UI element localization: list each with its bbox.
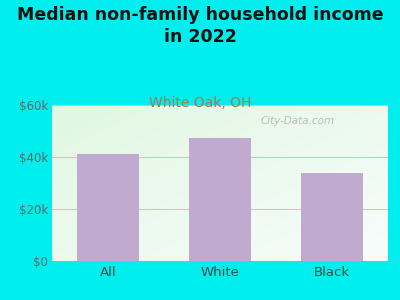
Text: White Oak, OH: White Oak, OH: [149, 96, 251, 110]
Bar: [189, 137, 251, 261]
Bar: [77, 154, 139, 261]
Bar: [301, 172, 363, 261]
Text: City-Data.com: City-Data.com: [260, 116, 334, 126]
Text: Median non-family household income
in 2022: Median non-family household income in 20…: [17, 6, 383, 46]
